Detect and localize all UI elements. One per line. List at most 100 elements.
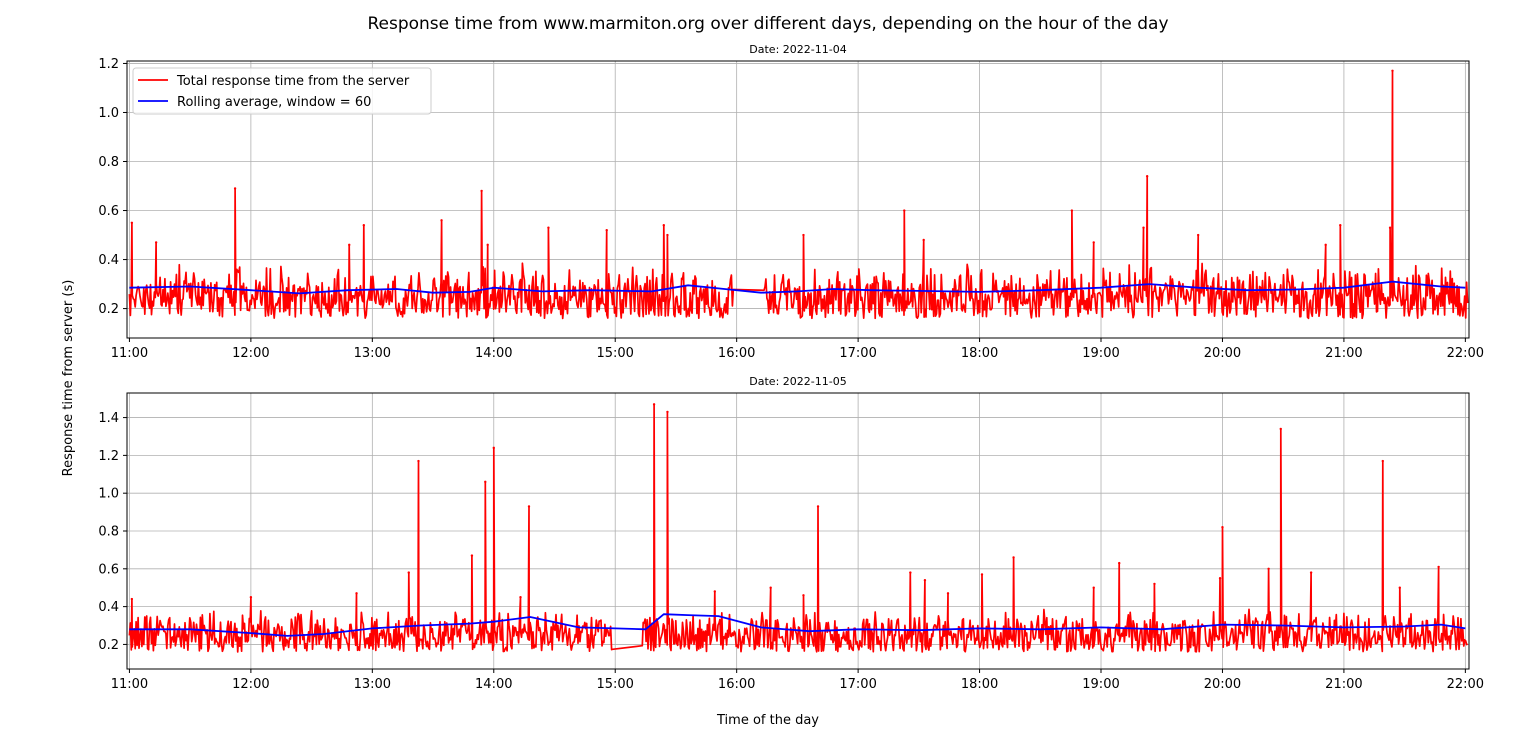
spike-point	[1221, 526, 1224, 529]
y-tick-label: 0.8	[98, 525, 119, 540]
spike-point	[547, 226, 550, 229]
subplot-title: Date: 2022-11-04	[749, 43, 846, 56]
spike-point	[1196, 233, 1200, 237]
spike-point	[1324, 243, 1327, 247]
series-line-total-response-time	[128, 69, 1469, 320]
legend-entry-raw: Total response time from the server	[176, 74, 410, 89]
spike-point	[662, 224, 665, 227]
x-tick-label: 11:00	[111, 677, 148, 692]
spike-point	[769, 586, 772, 589]
spike-point	[1070, 209, 1074, 212]
y-tick-label: 0.6	[98, 204, 119, 219]
spike-point	[484, 480, 487, 484]
raw-series-group	[128, 69, 1469, 320]
x-tick-label: 13:00	[354, 346, 391, 361]
y-tick-label: 0.2	[98, 638, 119, 653]
spike-point	[1267, 567, 1270, 571]
axes-frame	[126, 60, 1470, 339]
spike-point	[470, 554, 474, 557]
series-line-rolling-average	[129, 280, 1466, 295]
spike-point	[946, 592, 950, 595]
y-axis-label: Response time from server (s)	[61, 280, 76, 477]
y-tick-label: 1.0	[98, 487, 119, 502]
x-tick-label: 22:00	[1447, 677, 1484, 692]
x-tick-label: 15:00	[596, 346, 633, 361]
x-tick-label: 16:00	[718, 677, 755, 692]
subplot-title: Date: 2022-11-05	[749, 375, 846, 388]
spike-point	[1218, 577, 1222, 580]
spike-point	[130, 221, 134, 224]
spike-point	[923, 578, 927, 582]
spike-point	[1012, 556, 1015, 559]
figure-title: Response time from www.marmiton.org over…	[367, 14, 1168, 34]
x-ticks: 11:00 12:00 13:00 14:00 15:00 16:00 17:00 18:00…	[111, 338, 1484, 361]
spike-point	[666, 410, 669, 414]
x-tick-label: 16:00	[718, 346, 755, 361]
spike-point	[605, 228, 608, 232]
spike-point	[1145, 175, 1149, 178]
x-tick-label: 15:00	[596, 677, 633, 692]
x-tick-label: 18:00	[961, 677, 998, 692]
spike-point	[1388, 226, 1392, 229]
x-tick-label: 21:00	[1325, 346, 1362, 361]
y-ticks: 0.2 0.4 0.6 0.8 1.0 1.2 1.4	[98, 411, 127, 653]
spike-point	[348, 243, 351, 247]
series-line-rolling-average	[129, 613, 1466, 637]
x-tick-label: 21:00	[1325, 677, 1362, 692]
spike-point	[1142, 226, 1145, 229]
y-tick-label: 1.2	[98, 57, 119, 72]
legend: Total response time from the server Roll…	[132, 67, 432, 115]
spike-point	[249, 595, 253, 599]
x-tick-label: 18:00	[961, 346, 998, 361]
x-tick-label: 17:00	[839, 346, 876, 361]
spike-point	[1391, 69, 1394, 73]
y-tick-label: 1.2	[98, 449, 119, 464]
legend-box	[132, 67, 432, 115]
x-tick-label: 20:00	[1204, 346, 1241, 361]
y-tick-label: 0.4	[98, 253, 119, 268]
spike-point	[909, 571, 912, 574]
spike-point	[652, 403, 656, 406]
spike-point	[802, 594, 805, 597]
spike-point	[1398, 586, 1401, 589]
spike-point	[417, 459, 420, 463]
x-tick-label: 14:00	[475, 346, 512, 361]
spike-point	[1339, 224, 1342, 227]
x-tick-label: 20:00	[1204, 677, 1241, 692]
x-tick-label: 14:00	[475, 677, 512, 692]
x-tick-label: 13:00	[354, 677, 391, 692]
spike-point	[980, 573, 984, 576]
subplot-2022-11-05: Date: 2022-11-05 0.2 0.4 0.6 0.8 1.0 1.2 1.4 1…	[98, 375, 1484, 692]
y-tick-label: 1.4	[98, 411, 119, 426]
x-tick-label: 19:00	[1082, 346, 1119, 361]
x-tick-label: 11:00	[111, 346, 148, 361]
spike-point	[922, 238, 925, 242]
spike-point	[130, 597, 134, 601]
spike-point	[802, 233, 805, 237]
x-axis-label: Time of the day	[716, 713, 819, 728]
spike-point	[154, 241, 158, 244]
legend-entry-rolling: Rolling average, window = 60	[177, 95, 371, 110]
spike-point	[1309, 571, 1313, 574]
spike-point	[233, 187, 237, 190]
rolling-series-group	[129, 280, 1466, 295]
x-tick-label: 22:00	[1447, 346, 1484, 361]
y-tick-label: 1.0	[98, 106, 119, 121]
spike-point	[1092, 586, 1095, 589]
x-tick-label: 19:00	[1082, 677, 1119, 692]
spike-point	[407, 571, 410, 574]
spike-point	[1437, 565, 1440, 569]
y-ticks: 0.2 0.4 0.6 0.8 1.0 1.2	[98, 57, 127, 317]
spike-point	[440, 219, 443, 222]
x-tick-label: 12:00	[232, 346, 269, 361]
spike-point	[713, 590, 717, 593]
spike-point	[1279, 427, 1282, 431]
y-tick-label: 0.2	[98, 302, 119, 317]
spike-point	[1092, 241, 1095, 244]
spike-point	[480, 189, 483, 193]
x-tick-label: 17:00	[839, 677, 876, 692]
y-tick-label: 0.6	[98, 562, 119, 577]
spike-point	[666, 233, 669, 237]
spike-point	[1381, 459, 1384, 463]
